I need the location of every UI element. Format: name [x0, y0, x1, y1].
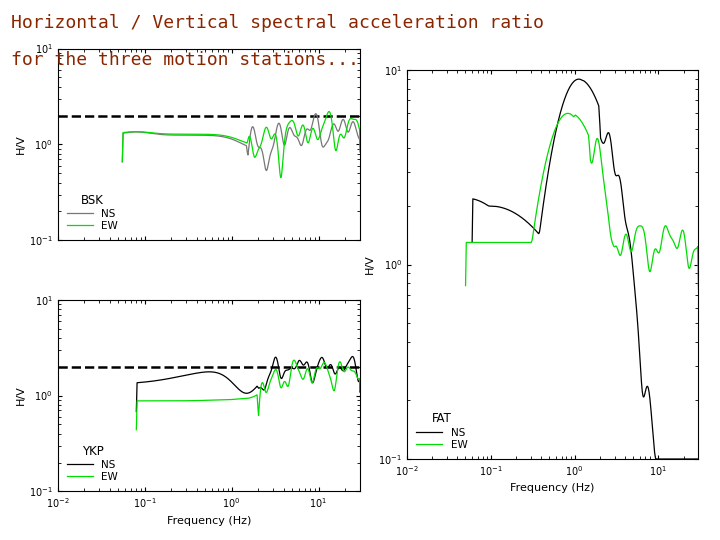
Text: Horizontal / Vertical spectral acceleration ratio: Horizontal / Vertical spectral accelerat…	[11, 14, 544, 31]
NS	[229, 137, 238, 143]
NS	[246, 389, 255, 395]
EW	[356, 140, 364, 146]
Legend: NS, EW: NS, EW	[412, 408, 472, 454]
EW	[624, 236, 632, 242]
Legend: NS, EW: NS, EW	[63, 441, 122, 486]
NS	[356, 389, 364, 395]
EW	[237, 396, 246, 402]
EW	[588, 158, 597, 165]
EW	[283, 124, 292, 130]
Text: for the three motion stations...: for the three motion stations...	[11, 51, 359, 69]
Line: EW: EW	[136, 360, 360, 430]
EW	[246, 395, 255, 401]
EW	[694, 286, 703, 292]
NS	[314, 117, 323, 123]
NS	[283, 133, 292, 139]
Y-axis label: H/V: H/V	[365, 255, 375, 274]
NS	[314, 361, 323, 368]
EW	[314, 137, 323, 143]
NS	[588, 89, 597, 95]
Line: NS: NS	[122, 114, 360, 171]
EW	[356, 387, 364, 394]
Line: NS: NS	[472, 79, 698, 502]
NS	[229, 380, 238, 387]
EW	[229, 134, 238, 141]
EW	[654, 249, 662, 255]
EW	[229, 396, 238, 403]
EW	[246, 134, 255, 141]
EW	[314, 364, 323, 371]
X-axis label: Frequency (Hz): Frequency (Hz)	[510, 483, 595, 493]
NS	[283, 367, 292, 373]
EW	[580, 122, 588, 129]
Y-axis label: H/V: H/V	[16, 386, 26, 406]
NS	[246, 132, 255, 139]
Line: EW: EW	[122, 112, 360, 178]
NS	[237, 388, 246, 394]
Line: NS: NS	[136, 356, 360, 411]
NS	[624, 229, 632, 235]
EW	[237, 138, 246, 144]
NS	[694, 499, 703, 505]
NS	[572, 77, 580, 83]
NS	[356, 148, 364, 155]
EW	[572, 112, 580, 119]
EW	[283, 382, 292, 389]
NS	[654, 456, 662, 462]
Legend: NS, EW: NS, EW	[63, 190, 122, 235]
Y-axis label: H/V: H/V	[16, 134, 26, 154]
NS	[237, 140, 246, 146]
NS	[580, 78, 588, 84]
X-axis label: Frequency (Hz): Frequency (Hz)	[166, 516, 251, 525]
Line: EW: EW	[466, 113, 698, 289]
